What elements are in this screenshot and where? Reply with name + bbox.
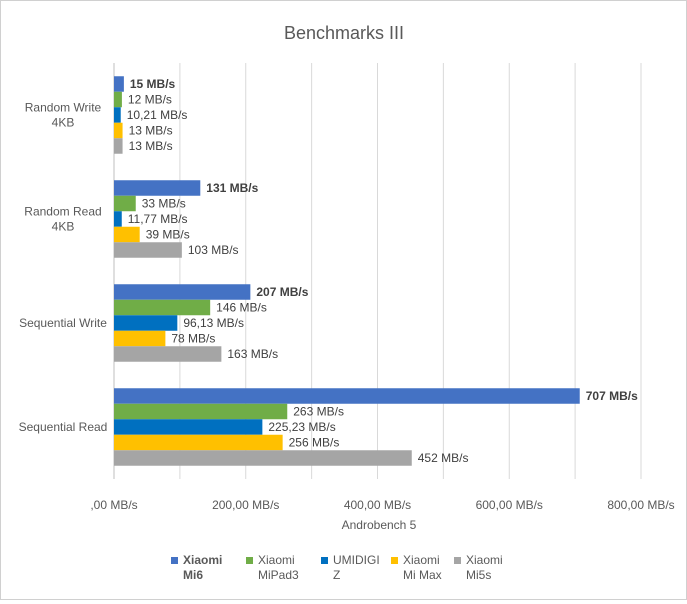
data-label: 13 MB/s: [129, 139, 173, 153]
category-labels: Random Write 4KB Random Read 4KB Sequential …: [19, 101, 108, 435]
data-label: 163 MB/s: [227, 347, 278, 361]
legend-swatch: [246, 557, 253, 564]
bar: [114, 91, 122, 108]
bar: [114, 122, 123, 139]
legend-item: Xiaomi Mi5s: [454, 553, 503, 582]
bar: [114, 211, 122, 227]
data-label: 207 MB/s: [256, 285, 308, 299]
bar: [114, 450, 412, 466]
x-tick-labels: ,00 MB/s 200,00 MB/s 400,00 MB/s 600,00 MB/…: [90, 498, 674, 512]
data-label: 263 MB/s: [293, 405, 344, 419]
category-label: Sequential Read: [19, 420, 108, 434]
legend-item: UMIDIGI Z: [321, 553, 380, 582]
legend-label: Xiaomi Mi Max: [403, 553, 442, 582]
x-tick-label: 600,00 MB/s: [476, 498, 543, 512]
legend-swatch: [454, 557, 461, 564]
data-label: 15 MB/s: [130, 77, 176, 91]
bar: [114, 299, 211, 316]
bar: [114, 330, 166, 347]
legend-label: UMIDIGI Z: [333, 553, 380, 582]
bar: [114, 284, 251, 300]
data-label: 12 MB/s: [128, 93, 172, 107]
bar: [114, 315, 178, 331]
bar: [114, 138, 123, 154]
bar: [114, 242, 182, 258]
bar: [114, 180, 201, 196]
data-label: 452 MB/s: [418, 451, 469, 465]
legend-label: Xiaomi Mi5s: [466, 553, 503, 582]
category-label: Random Write 4KB: [25, 101, 102, 130]
data-label: 225,23 MB/s: [268, 420, 335, 434]
legend: Xiaomi Mi6 Xiaomi MiPad3 UMIDIGI Z Xiaomi Mi Ma…: [171, 553, 503, 582]
bars: [114, 76, 580, 466]
x-tick-label: 800,00 MB/s: [607, 498, 674, 512]
data-label: 11,77 MB/s: [128, 212, 188, 226]
bar: [114, 388, 580, 404]
bar: [114, 403, 288, 420]
bar: [114, 195, 136, 212]
legend-swatch: [171, 557, 178, 564]
x-axis-title: Androbench 5: [342, 518, 417, 532]
legend-item: Xiaomi MiPad3: [246, 553, 299, 582]
bar: [114, 434, 283, 451]
category-label: Sequential Write: [19, 316, 107, 330]
data-label: 33 MB/s: [142, 197, 186, 211]
bar: [114, 76, 124, 92]
x-tick-label: 200,00 MB/s: [212, 498, 279, 512]
x-tick-label: ,00 MB/s: [90, 498, 137, 512]
data-label: 256 MB/s: [289, 436, 340, 450]
bar: [114, 346, 222, 362]
chart-title: Benchmarks III: [284, 23, 404, 43]
bar: [114, 107, 121, 123]
legend-item: Xiaomi Mi6: [171, 553, 222, 582]
data-label: 10,21 MB/s: [127, 108, 188, 122]
legend-label: Xiaomi Mi6: [183, 553, 222, 582]
legend-swatch: [391, 557, 398, 564]
data-labels: 15 MB/s 12 MB/s10,21 MB/s 13 MB/s13 MB/s 13…: [127, 77, 638, 465]
data-label: 707 MB/s: [586, 389, 638, 403]
data-label: 146 MB/s: [216, 301, 267, 315]
bar: [114, 419, 263, 435]
data-label: 39 MB/s: [146, 228, 190, 242]
x-tick-label: 400,00 MB/s: [344, 498, 411, 512]
legend-label: Xiaomi MiPad3: [258, 553, 299, 582]
data-label: 131 MB/s: [206, 181, 258, 195]
data-label: 78 MB/s: [171, 332, 215, 346]
category-label: Random Read 4KB: [24, 205, 101, 234]
data-label: 96,13 MB/s: [183, 316, 244, 330]
legend-item: Xiaomi Mi Max: [391, 553, 442, 582]
data-label: 103 MB/s: [188, 243, 239, 257]
data-label: 13 MB/s: [129, 124, 173, 138]
legend-swatch: [321, 557, 328, 564]
bar: [114, 226, 140, 243]
